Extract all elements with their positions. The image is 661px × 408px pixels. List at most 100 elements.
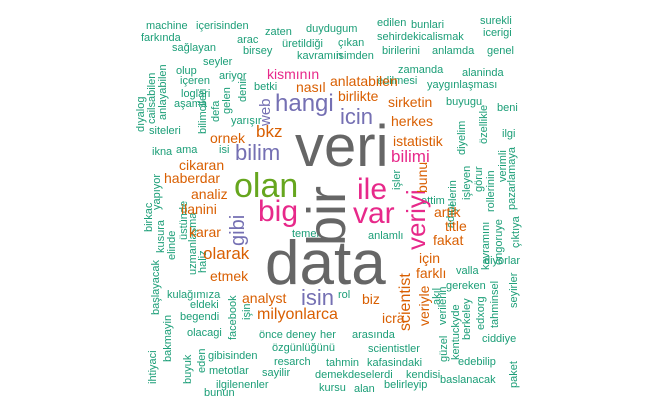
word: bkz xyxy=(256,122,283,141)
word: milyonlarca xyxy=(257,306,338,323)
word: veri xyxy=(295,114,389,179)
word: isin xyxy=(301,285,335,310)
word: zamanda xyxy=(398,64,444,76)
word: seyirler xyxy=(508,272,520,308)
word: farklı xyxy=(416,265,447,281)
word: bunun xyxy=(204,387,235,399)
word: edxorg xyxy=(475,296,487,330)
word: tahmin xyxy=(326,357,360,369)
word: eden xyxy=(196,348,208,373)
word: elinde xyxy=(166,230,178,260)
word: buyugu xyxy=(446,96,483,108)
word: kentuckyde xyxy=(450,304,462,360)
word: edilen xyxy=(377,17,407,29)
word: ongoruye xyxy=(493,219,505,265)
word: ornek xyxy=(210,130,246,146)
word: buyuk xyxy=(182,354,194,384)
word: facebook xyxy=(227,295,239,340)
word: işler xyxy=(391,169,403,190)
word: kavramını xyxy=(480,221,492,270)
word: icin xyxy=(340,104,374,129)
word: siteleri xyxy=(149,125,181,137)
word: ama xyxy=(176,144,198,156)
word: edebilip xyxy=(458,356,496,368)
word: diyorlar xyxy=(484,255,521,267)
word: baslanacak xyxy=(440,374,496,386)
word: berkeley xyxy=(461,298,473,340)
word: kursu xyxy=(319,382,346,394)
word: sayilir xyxy=(262,367,291,379)
word: güzel xyxy=(438,335,450,362)
word: scientist xyxy=(397,273,414,331)
word: alaninda xyxy=(462,67,504,79)
word: anlatabilen xyxy=(330,73,398,89)
word: her xyxy=(320,329,336,341)
word: verilerin xyxy=(437,286,449,325)
word: gelen xyxy=(221,87,233,114)
word: bir xyxy=(297,185,357,246)
word: data xyxy=(265,229,386,298)
word: kafasindaki xyxy=(367,357,423,369)
word: icerigi xyxy=(483,27,512,39)
word: temel xyxy=(292,228,319,240)
word: ilanini xyxy=(181,201,217,217)
word: nasıl xyxy=(296,79,326,95)
word: genel xyxy=(487,45,514,57)
word: arac xyxy=(237,34,259,46)
word: birsey xyxy=(243,45,273,57)
word: surekli xyxy=(480,15,512,27)
word: edilmesi xyxy=(377,75,418,87)
word: machine xyxy=(146,20,188,32)
word: sağlayan xyxy=(172,42,217,54)
word: farkında xyxy=(141,32,181,44)
word: başlayacak xyxy=(150,259,162,315)
word: denir xyxy=(237,77,249,102)
word: olan xyxy=(234,167,299,205)
word: bilimi xyxy=(391,147,430,166)
word: istatistik xyxy=(393,133,443,149)
word: paket xyxy=(508,361,520,388)
word: arasında xyxy=(352,329,395,341)
word: betki xyxy=(254,81,278,93)
word: üretildiği xyxy=(282,38,323,50)
word: rollerinin xyxy=(485,170,497,212)
word: bilim xyxy=(235,140,281,165)
word: isi xyxy=(219,144,230,156)
word: metotlar xyxy=(209,365,249,377)
word: birlikte xyxy=(338,88,379,104)
word: biz xyxy=(362,291,380,307)
word: duydugum xyxy=(306,23,358,35)
word: bilimcileri xyxy=(197,88,209,134)
word: veriyle xyxy=(416,285,432,326)
word: belirleyip xyxy=(384,379,428,391)
word: olarak xyxy=(203,244,250,263)
word: ihtiyaci xyxy=(147,350,159,384)
word: işleyen xyxy=(461,165,473,200)
word: için xyxy=(419,250,441,266)
word: yarışır xyxy=(231,115,262,127)
word: sehirdekicalismak xyxy=(377,31,464,43)
word: isimden xyxy=(336,50,374,62)
word: kendisi xyxy=(406,369,441,381)
word: özgünlüğünü xyxy=(272,342,336,354)
word: anlayabilen xyxy=(157,64,169,120)
word: analyst xyxy=(242,290,287,306)
word: özellikle xyxy=(478,104,490,144)
word: verimli xyxy=(497,150,509,182)
word: herkes xyxy=(391,113,434,129)
word: ciddiye xyxy=(482,333,517,345)
word: artik xyxy=(434,204,461,220)
word: bunlari xyxy=(411,19,445,31)
word: veriyi xyxy=(401,189,431,250)
word: analiz xyxy=(191,186,228,202)
word: çıkan xyxy=(338,37,365,49)
word: kulağımıza xyxy=(167,289,221,301)
word: resarch xyxy=(274,356,311,368)
word: beni xyxy=(497,102,518,114)
word: loglari xyxy=(181,88,211,100)
word: var xyxy=(353,197,395,230)
word: big xyxy=(258,195,299,228)
word: ilgi xyxy=(502,128,516,140)
word: diyelim xyxy=(456,120,468,155)
